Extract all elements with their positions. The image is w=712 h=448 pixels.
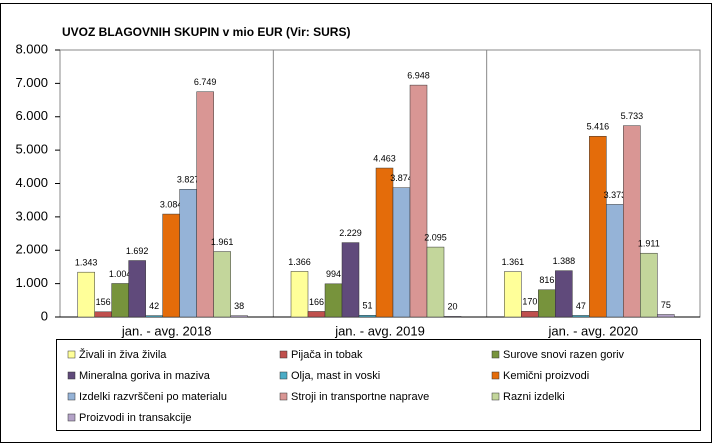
legend-swatch (67, 392, 76, 401)
y-tick-label: 4.000 (15, 175, 48, 190)
bar (162, 213, 180, 318)
value-label: 2.229 (339, 228, 362, 238)
bar (504, 271, 522, 318)
value-label: 42 (149, 301, 159, 311)
bar (538, 289, 556, 318)
value-label: 1.366 (288, 257, 311, 267)
legend-swatch (491, 371, 500, 380)
bar (623, 125, 641, 318)
y-tick-label: 8.000 (15, 41, 48, 56)
value-label: 3.827 (177, 175, 200, 185)
legend-swatch (279, 371, 288, 380)
legend-swatch (491, 392, 500, 401)
value-label: 816 (539, 275, 554, 285)
legend-label: Mineralna goriva in maziva (79, 370, 211, 382)
value-label: 3.373 (604, 190, 627, 200)
value-label: 51 (362, 301, 372, 311)
legend-label: Surove snovi razen goriv (503, 349, 625, 361)
value-label: 1.961 (211, 237, 234, 247)
value-label: 5.733 (621, 111, 644, 121)
bar (606, 204, 624, 318)
value-label: 5.416 (587, 122, 610, 132)
bar (657, 314, 675, 318)
bar (324, 283, 343, 318)
value-label: 156 (96, 297, 111, 307)
y-tick-label: 2.000 (15, 242, 48, 257)
legend-label: Izdelki razvrščeni po materialu (79, 391, 227, 403)
value-label: 4.463 (373, 153, 396, 163)
bar (640, 252, 658, 318)
bar (307, 311, 326, 318)
legend-swatch (279, 350, 288, 359)
bar (77, 271, 95, 318)
value-label: 994 (326, 269, 341, 279)
legend-label: Olja, mast in voski (291, 370, 380, 382)
bar (341, 242, 360, 318)
x-tick-label: jan. - avg. 2019 (334, 323, 425, 338)
bar (179, 189, 197, 318)
chart-title: UVOZ BLAGOVNIH SKUPIN v mio EUR (Vir: SU… (62, 25, 350, 39)
bar (426, 246, 445, 318)
bar (213, 251, 231, 318)
value-label: 6.948 (407, 70, 430, 80)
bar (589, 135, 607, 318)
y-tick-label: 0 (41, 308, 48, 323)
value-label: 1.361 (502, 257, 525, 267)
y-tick-label: 1.000 (15, 275, 48, 290)
legend-label: Pijača in tobak (291, 349, 363, 361)
legend-swatch (67, 350, 76, 359)
legend-swatch (491, 350, 500, 359)
y-tick-label: 3.000 (15, 208, 48, 223)
legend-swatch (67, 413, 76, 422)
legend-label: Stroji in transportne naprave (291, 391, 429, 403)
bar (145, 315, 163, 318)
bar (111, 283, 129, 318)
bar (521, 311, 539, 318)
value-label: 1.692 (126, 246, 149, 256)
y-tick-label: 5.000 (15, 142, 48, 157)
bar (409, 84, 428, 318)
value-label: 1.004 (109, 269, 132, 279)
bar (443, 316, 462, 318)
value-label: 166 (309, 297, 324, 307)
bar (290, 271, 309, 318)
bar (555, 270, 573, 318)
legend-swatch (67, 371, 76, 380)
bar (196, 91, 214, 318)
value-label: 20 (447, 302, 457, 312)
bar (94, 311, 112, 318)
value-label: 1.388 (553, 256, 576, 266)
value-label: 2.095 (424, 232, 447, 242)
value-label: 38 (234, 301, 244, 311)
value-label: 3.874 (390, 173, 413, 183)
x-tick-label: jan. - avg. 2018 (121, 323, 212, 338)
legend-box (56, 339, 701, 431)
bar (572, 315, 590, 318)
bar (128, 260, 146, 318)
value-label: 1.343 (75, 258, 98, 268)
bar (375, 167, 394, 318)
bar (358, 315, 377, 318)
value-label: 170 (522, 297, 537, 307)
legend-label: Proizvodi in transakcije (79, 412, 192, 424)
legend-label: Živali in živa živila (79, 348, 167, 361)
value-label: 47 (576, 301, 586, 311)
value-label: 3.084 (160, 199, 183, 209)
x-tick-label: jan. - avg. 2020 (548, 323, 639, 338)
legend-label: Razni izdelki (503, 391, 565, 403)
legend-label: Kemični proizvodi (503, 370, 589, 382)
y-tick-label: 6.000 (15, 108, 48, 123)
legend-swatch (279, 392, 288, 401)
y-tick-label: 7.000 (15, 75, 48, 90)
bar (230, 315, 248, 318)
value-label: 1.911 (638, 239, 660, 249)
bar (392, 187, 411, 318)
value-label: 75 (661, 300, 671, 310)
value-label: 6.749 (194, 77, 217, 87)
